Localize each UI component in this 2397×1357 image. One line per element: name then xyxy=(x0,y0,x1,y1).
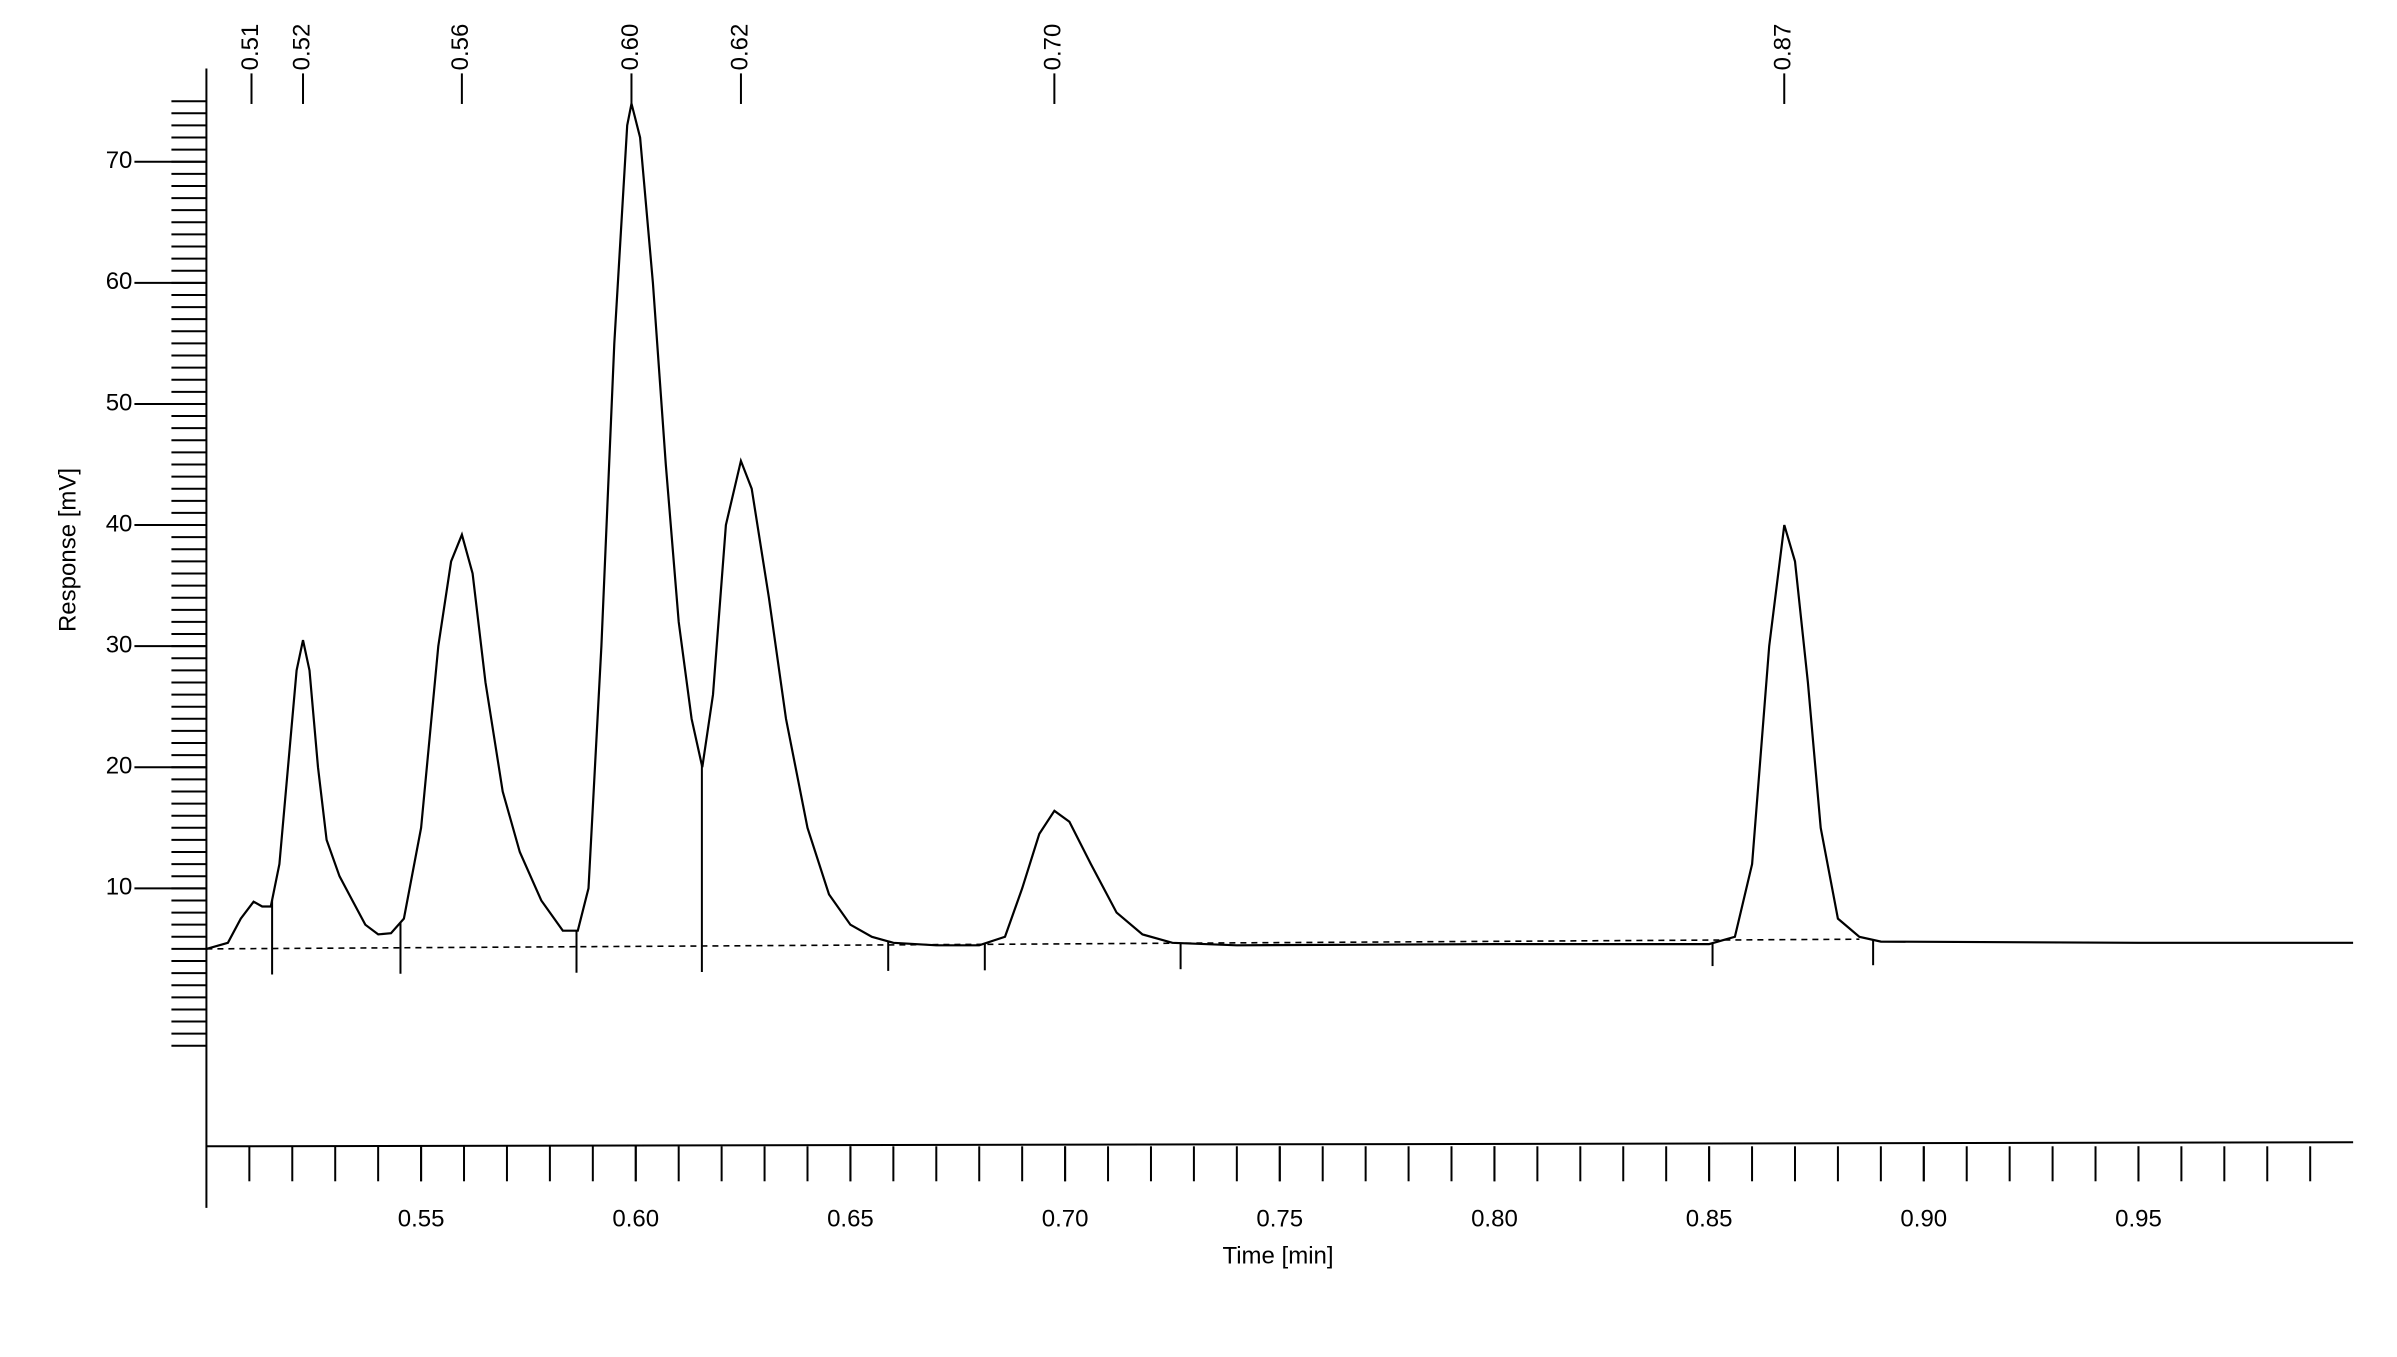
x-tick-label: 0.80 xyxy=(1471,1205,1518,1232)
peak-label: 0.52 xyxy=(288,24,315,71)
y-tick-label: 40 xyxy=(106,510,133,537)
peak-label: 0.56 xyxy=(447,24,474,71)
peak-label: 0.70 xyxy=(1040,24,1067,71)
x-tick-label: 0.90 xyxy=(1900,1205,1947,1232)
x-tick-label: 0.60 xyxy=(612,1205,659,1232)
y-axis-label: Response [mV] xyxy=(54,468,81,632)
y-tick-label: 20 xyxy=(106,753,133,780)
x-tick-label: 0.65 xyxy=(827,1205,874,1232)
y-tick-label: 70 xyxy=(106,147,133,174)
y-tick-label: 10 xyxy=(106,874,133,901)
y-tick-label: 60 xyxy=(106,268,133,295)
peak-label: 0.87 xyxy=(1770,24,1797,71)
baseline xyxy=(206,938,1860,950)
x-axis xyxy=(206,1141,2354,1148)
x-tick-label: 0.55 xyxy=(398,1205,445,1232)
peak-label: 0.51 xyxy=(237,24,264,71)
y-tick-label: 30 xyxy=(106,631,133,658)
peak-label: 0.62 xyxy=(726,24,753,71)
x-tick-label: 0.95 xyxy=(2115,1205,2162,1232)
trace xyxy=(206,103,2354,950)
x-tick-label: 0.85 xyxy=(1686,1205,1733,1232)
x-tick-label: 0.70 xyxy=(1042,1205,1089,1232)
y-tick-label: 50 xyxy=(106,389,133,416)
x-tick-label: 0.75 xyxy=(1256,1205,1303,1232)
x-axis-label: Time [min] xyxy=(1222,1242,1333,1269)
peak-label: 0.60 xyxy=(617,24,644,71)
